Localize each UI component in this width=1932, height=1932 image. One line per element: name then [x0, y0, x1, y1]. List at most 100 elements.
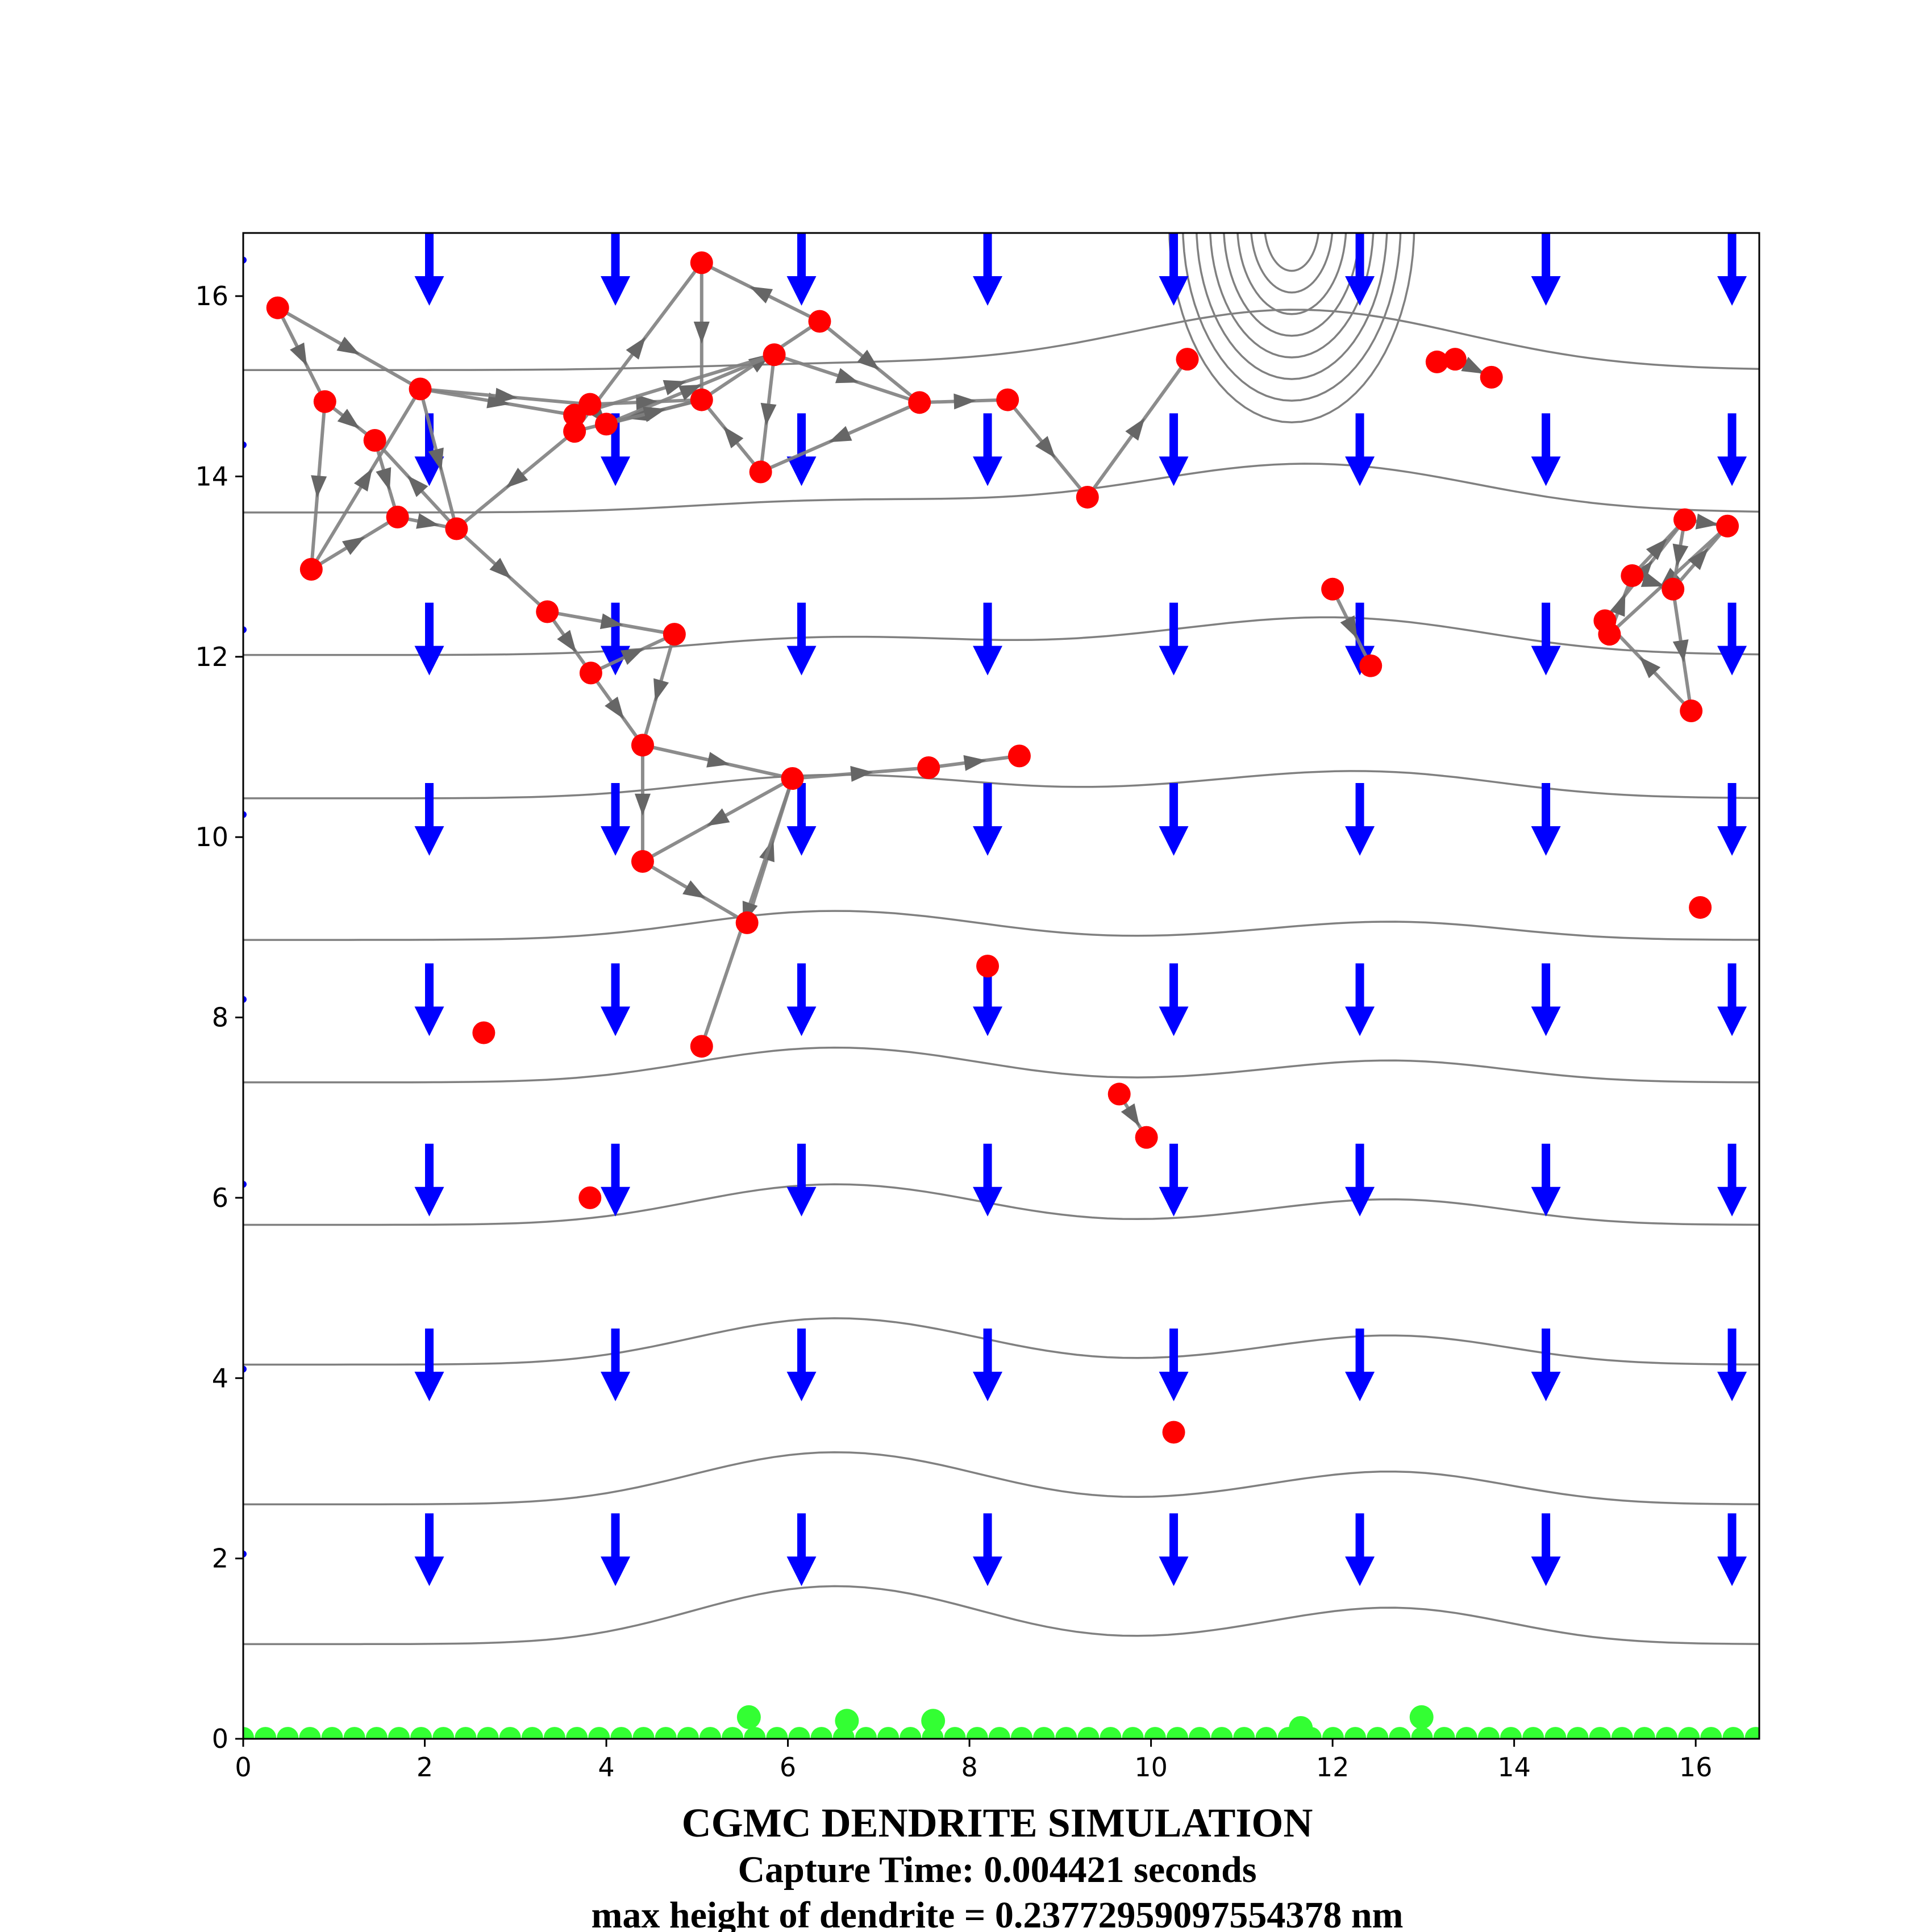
path-arrowhead: [626, 337, 646, 360]
electric-field-arrows: [414, 233, 1747, 1587]
y-tick-label: 12: [195, 642, 228, 672]
field-arrow-head: [786, 826, 817, 856]
dendrite-atom: [1656, 1727, 1678, 1739]
path-arrowhead: [636, 394, 659, 411]
path-arrowhead: [1125, 418, 1145, 441]
path-arrowhead: [850, 765, 873, 782]
particle: [363, 428, 386, 452]
particle: [1598, 623, 1621, 646]
contour-line: [243, 309, 1759, 371]
dendrite-atom: [1367, 1727, 1389, 1739]
x-tick-label: 4: [598, 1752, 614, 1783]
path-arrowhead: [621, 648, 644, 665]
field-arrow-head: [1159, 456, 1189, 486]
particle: [1321, 577, 1344, 601]
dendrite-atom: [432, 1727, 455, 1739]
field-arrow-head: [786, 456, 817, 486]
path-arrowhead: [706, 752, 730, 768]
field-arrow-head: [1345, 1186, 1375, 1217]
particle: [1425, 350, 1448, 373]
dendrite-atom: [810, 1727, 832, 1739]
particle: [1621, 564, 1644, 587]
particle: [781, 767, 804, 790]
dendrite-bump-atom: [1409, 1705, 1434, 1729]
dendrite-atom: [455, 1727, 477, 1739]
path-arrowhead: [311, 475, 327, 498]
field-arrow-head: [1717, 1556, 1747, 1587]
path-arrowhead: [337, 409, 360, 429]
dendrite-atom: [766, 1727, 788, 1739]
path-arrowhead: [678, 384, 702, 401]
dendrite-atom: [588, 1727, 610, 1739]
path-arrowhead: [342, 536, 365, 555]
x-tick-label: 16: [1679, 1752, 1713, 1783]
source-contour-loop: [1250, 233, 1334, 294]
field-arrow-head: [786, 276, 817, 306]
dendrite-atom: [1678, 1727, 1700, 1739]
field-arrow-head: [973, 1006, 1003, 1036]
field-arrow-head: [1159, 826, 1189, 856]
dendrite-atom: [388, 1727, 410, 1739]
dendrite-atom: [1211, 1727, 1233, 1739]
dendrite-atom: [1477, 1727, 1500, 1739]
x-tick-label: 6: [780, 1752, 796, 1783]
y-tick-label: 16: [195, 281, 228, 311]
contour-line: [243, 463, 1759, 514]
path-arrowhead: [835, 368, 859, 384]
field-arrow-head: [414, 456, 444, 486]
field-arrow-head: [601, 456, 631, 486]
particle: [1007, 744, 1031, 768]
particle: [536, 600, 559, 623]
contour-line: [243, 1046, 1759, 1084]
field-arrow-head: [786, 646, 817, 676]
dendrite-atom: [855, 1727, 877, 1739]
y-tick-label: 0: [212, 1723, 228, 1754]
field-arrow-head: [1717, 1371, 1747, 1401]
field-arrow-head: [1531, 646, 1561, 676]
path-arrowhead: [494, 388, 518, 404]
chart-title: CGMC DENDRITE SIMULATION: [682, 1800, 1313, 1846]
contour-line: [243, 1183, 1759, 1226]
source-contour-loop: [1236, 233, 1347, 315]
path-arrowhead: [489, 557, 511, 579]
dendrite-atom: [1700, 1727, 1722, 1739]
path-arrowhead: [706, 808, 730, 826]
particle: [976, 955, 1000, 978]
path-arrowhead: [557, 630, 577, 653]
particle: [631, 734, 654, 757]
path-arrowhead: [693, 322, 710, 344]
field-arrow-head: [414, 1186, 444, 1217]
path-arrowhead: [1640, 572, 1665, 587]
path-arrowhead: [353, 468, 373, 492]
path-arrowhead: [1121, 1103, 1140, 1127]
path-arrowhead: [407, 475, 428, 497]
path-arrowhead: [1639, 656, 1661, 678]
dendrite-atom: [900, 1727, 922, 1739]
potential-contours: [243, 233, 1759, 1646]
dendrite-atom: [1633, 1727, 1655, 1739]
dendrite-atom: [944, 1727, 966, 1739]
field-arrow-head: [1159, 276, 1189, 306]
field-arrow-head: [1531, 1006, 1561, 1036]
dendrite-atom: [788, 1727, 810, 1739]
dendrite-atom: [1344, 1727, 1367, 1739]
path-arrowhead: [682, 880, 706, 899]
dendrite-atom: [699, 1727, 721, 1739]
path-arrowhead: [663, 380, 686, 395]
dendrite-bump-atom: [736, 1705, 761, 1729]
max-height-label: max height of dendrite = 0.2377295909755…: [591, 1894, 1403, 1932]
particle: [1680, 699, 1703, 723]
particle: [1673, 508, 1696, 531]
dendrite-bump-atom: [921, 1709, 946, 1733]
contour-line: [243, 616, 1759, 656]
path-arrowhead: [643, 406, 667, 422]
dendrite-atom: [343, 1727, 365, 1739]
particle: [908, 391, 931, 414]
path-arrowhead: [749, 286, 773, 304]
field-arrow-head: [414, 1556, 444, 1587]
path-arrowhead: [336, 336, 360, 355]
path-arrowhead: [653, 678, 669, 702]
y-tick-label: 10: [195, 822, 228, 852]
dendrite-atom: [1055, 1727, 1077, 1739]
